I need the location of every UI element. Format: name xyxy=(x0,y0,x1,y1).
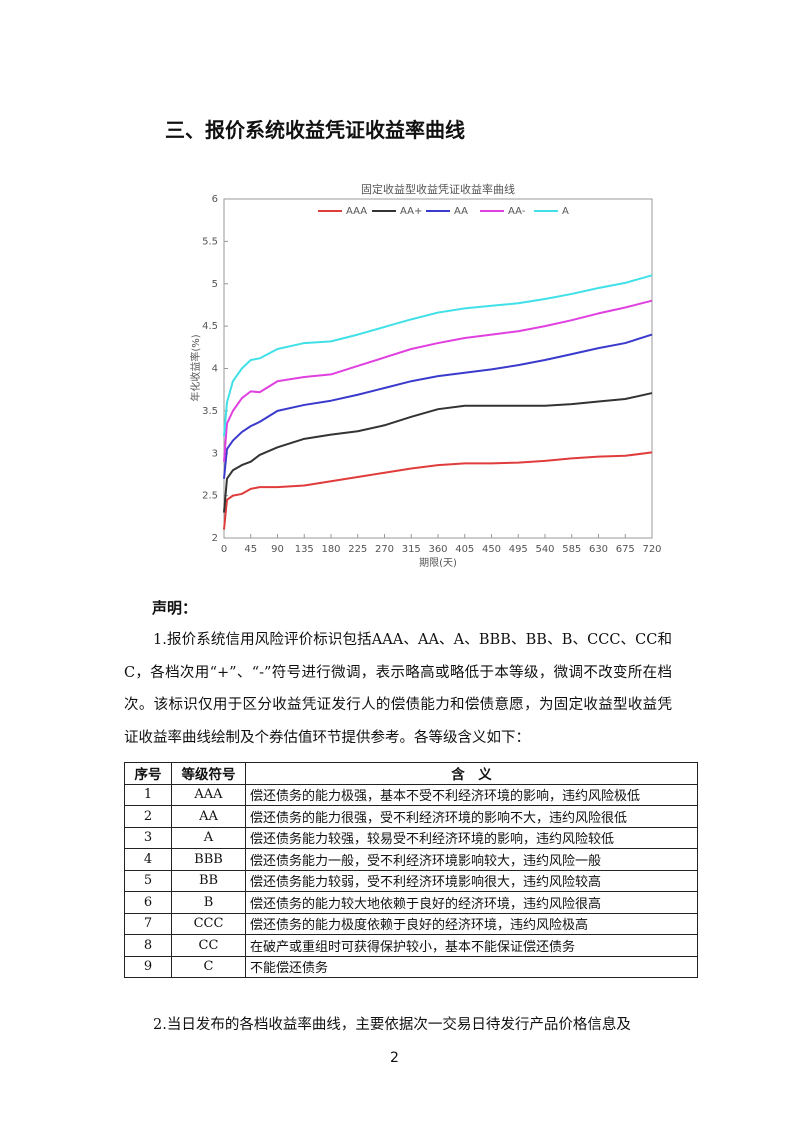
table-cell: BB xyxy=(171,869,246,892)
series-line xyxy=(223,274,653,437)
x-tick-label: 135 xyxy=(295,544,314,555)
table-cell: 偿还债务能力一般，受不利经济环境影响较大，违约风险一般 xyxy=(245,848,698,871)
grade-table: 序号 等级符号含 义 1 AAA 偿还债务的能力极强，基本不受不利经济环境的影响，违约风… xyxy=(124,762,698,978)
x-tick-label: 315 xyxy=(402,544,421,555)
table-cell: 4 xyxy=(124,848,172,871)
table-cell: 9 xyxy=(124,955,172,978)
y-tick-label: 5 xyxy=(212,279,218,290)
table-cell: 在破产或重组时可获得保护较小，基本不能保证偿还债务 xyxy=(245,934,698,957)
x-tick-label: 450 xyxy=(482,544,501,555)
legend-label: A xyxy=(562,206,569,217)
legend-label: AA+ xyxy=(400,206,422,217)
y-tick-label: 5.5 xyxy=(202,236,218,247)
table-row: 7 CCC 偿还债务的能力极度依赖于良好的经济环境，违约风险极高 xyxy=(124,912,698,935)
table-cell: 8 xyxy=(124,934,172,957)
y-tick-label: 3.5 xyxy=(202,406,218,417)
x-tick-label: 630 xyxy=(589,544,608,555)
table-cell: 偿还债务的能力较大地依赖于良好的经济环境，违约风险很高 xyxy=(245,891,698,914)
x-tick-label: 0 xyxy=(221,544,227,555)
table-row: 6 B 偿还债务的能力较大地依赖于良好的经济环境，违约风险很高 xyxy=(124,891,698,914)
y-tick-label: 6 xyxy=(212,194,218,205)
statement-title: 声明： xyxy=(152,599,198,617)
y-tick-label: 2.5 xyxy=(202,491,218,502)
chart: 固定收益型收益凭证收益率曲线 期限(天) 年化收益率(%) 2 2.5 3 3.5 4 4… xyxy=(189,182,662,569)
series-line xyxy=(223,451,653,530)
x-tick-label: 45 xyxy=(244,544,257,555)
legend-label: AA xyxy=(454,206,468,217)
x-axis-label: 期限(天) xyxy=(419,557,457,569)
table-row: 9 C 不能偿还债务 xyxy=(124,955,698,978)
legend-label: AAA xyxy=(346,206,367,217)
table-cell: 7 xyxy=(124,912,172,935)
table-cell: BBB xyxy=(171,848,246,871)
x-tick-label: 540 xyxy=(535,544,554,555)
x-tick-label: 360 xyxy=(428,544,447,555)
x-tick-label: 90 xyxy=(271,544,284,555)
x-tick-label: 225 xyxy=(348,544,367,555)
paragraph: 2.当日发布的各档收益率曲线，主要依据次一交易日待发行产品价格信息及 xyxy=(153,1017,631,1033)
table-cell: 偿还债务的能力很强，受不利经济环境的影响不大，违约风险很低 xyxy=(245,805,698,828)
y-tick-label: 4 xyxy=(212,364,218,375)
table-cell: A xyxy=(171,826,246,849)
table-cell: 不能偿还债务 xyxy=(245,955,698,978)
table-cell: 3 xyxy=(124,826,172,849)
table-cell: 偿还债务能力较强，较易受不利经济环境的影响，违约风险较低 xyxy=(245,826,698,849)
table-cell: 偿还债务能力较弱，受不利经济环境影响很大，违约风险较高 xyxy=(245,869,698,892)
legend-label: AA- xyxy=(508,206,526,217)
table-cell: 偿还债务的能力极度依赖于良好的经济环境，违约风险极高 xyxy=(245,912,698,935)
series-line xyxy=(223,333,653,479)
table-cell: 偿还债务的能力极强，基本不受不利经济环境的影响，违约风险极低 xyxy=(245,783,698,806)
table-row: 1 AAA 偿还债务的能力极强，基本不受不利经济环境的影响，违约风险极低 xyxy=(124,783,698,806)
x-tick-label: 675 xyxy=(616,544,635,555)
paragraph: 1.报价系统信用风险评价标识包括AAA、AA、A、BBB、BB、B、CCC、CC… xyxy=(124,632,672,746)
table-row: 3 A 偿还债务能力较强，较易受不利经济环境的影响，违约风险较低 xyxy=(124,826,698,849)
x-tick-label: 270 xyxy=(375,544,394,555)
table-row: 8 CC 在破产或重组时可获得保护较小，基本不能保证偿还债务 xyxy=(124,934,698,957)
table-cell: B xyxy=(171,891,246,914)
table-cell: AA xyxy=(171,805,246,828)
series-line xyxy=(223,392,653,513)
table-cell: CC xyxy=(171,934,246,957)
table-cell: C xyxy=(171,955,246,978)
table-cell: 6 xyxy=(124,891,172,914)
y-tick-label: 2 xyxy=(212,533,218,544)
table-cell: 5 xyxy=(124,869,172,892)
y-tick-label: 3 xyxy=(212,448,218,459)
page-number: 2 xyxy=(390,1050,399,1066)
x-tick-label: 585 xyxy=(562,544,581,555)
table-row: 4 BBB 偿还债务能力一般，受不利经济环境影响较大，违约风险一般 xyxy=(124,848,698,871)
table-cell: 2 xyxy=(124,805,172,828)
series-line xyxy=(223,299,653,462)
table-cell: CCC xyxy=(171,912,246,935)
x-tick-label: 495 xyxy=(509,544,528,555)
table-header-cell: 含 义 xyxy=(245,762,698,785)
chart-title: 固定收益型收益凭证收益率曲线 xyxy=(361,182,515,196)
x-tick-label: 180 xyxy=(321,544,340,555)
table-header-cell: 等级符号 xyxy=(171,762,246,785)
table-cell: 1 xyxy=(124,783,172,806)
table-row: 5 BB 偿还债务能力较弱，受不利经济环境影响很大，违约风险较高 xyxy=(124,869,698,892)
table-row: 2 AA 偿还债务的能力很强，受不利经济环境的影响不大，违约风险很低 xyxy=(124,805,698,828)
table-header-cell: 序号 xyxy=(124,762,172,785)
y-tick-label: 4.5 xyxy=(202,321,218,332)
x-tick-label: 405 xyxy=(455,544,474,555)
x-tick-label: 720 xyxy=(642,544,661,555)
y-axis-label: 年化收益率(%) xyxy=(189,334,202,401)
heading: 三、报价系统收益凭证收益率曲线 xyxy=(165,118,465,142)
table-cell: AAA xyxy=(171,783,246,806)
